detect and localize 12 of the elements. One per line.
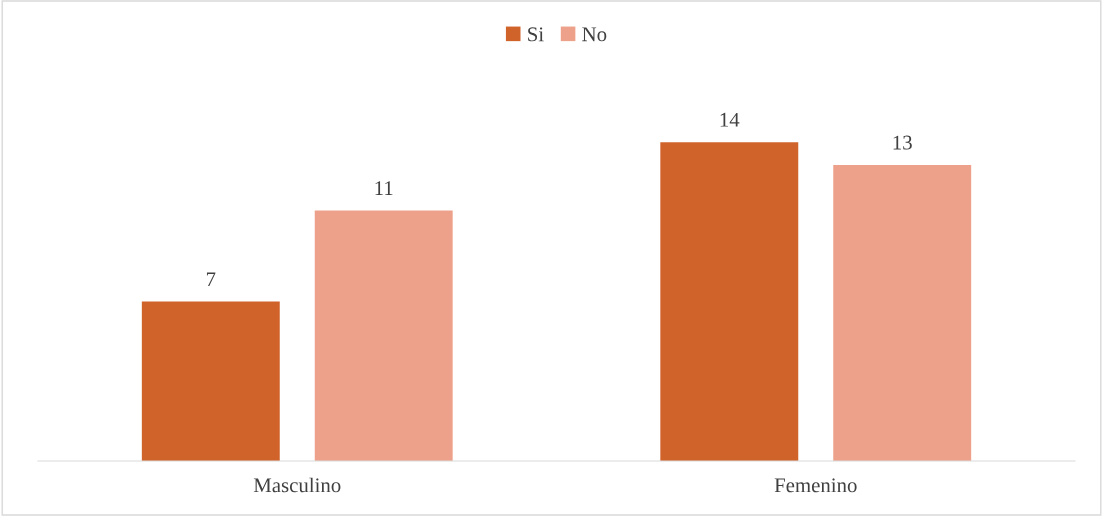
bar [314,210,453,461]
x-tick-label: Femenino [774,478,857,493]
legend-label: Si [528,27,544,42]
legend-label: No [582,27,607,42]
bar [833,164,972,461]
bar [141,301,280,461]
data-label: 13 [893,135,912,150]
data-label: 11 [375,181,393,195]
data-label: 14 [720,112,740,127]
x-tick-label: Masculino [253,477,341,493]
bar [660,142,799,461]
data-label: 7 [206,272,216,287]
